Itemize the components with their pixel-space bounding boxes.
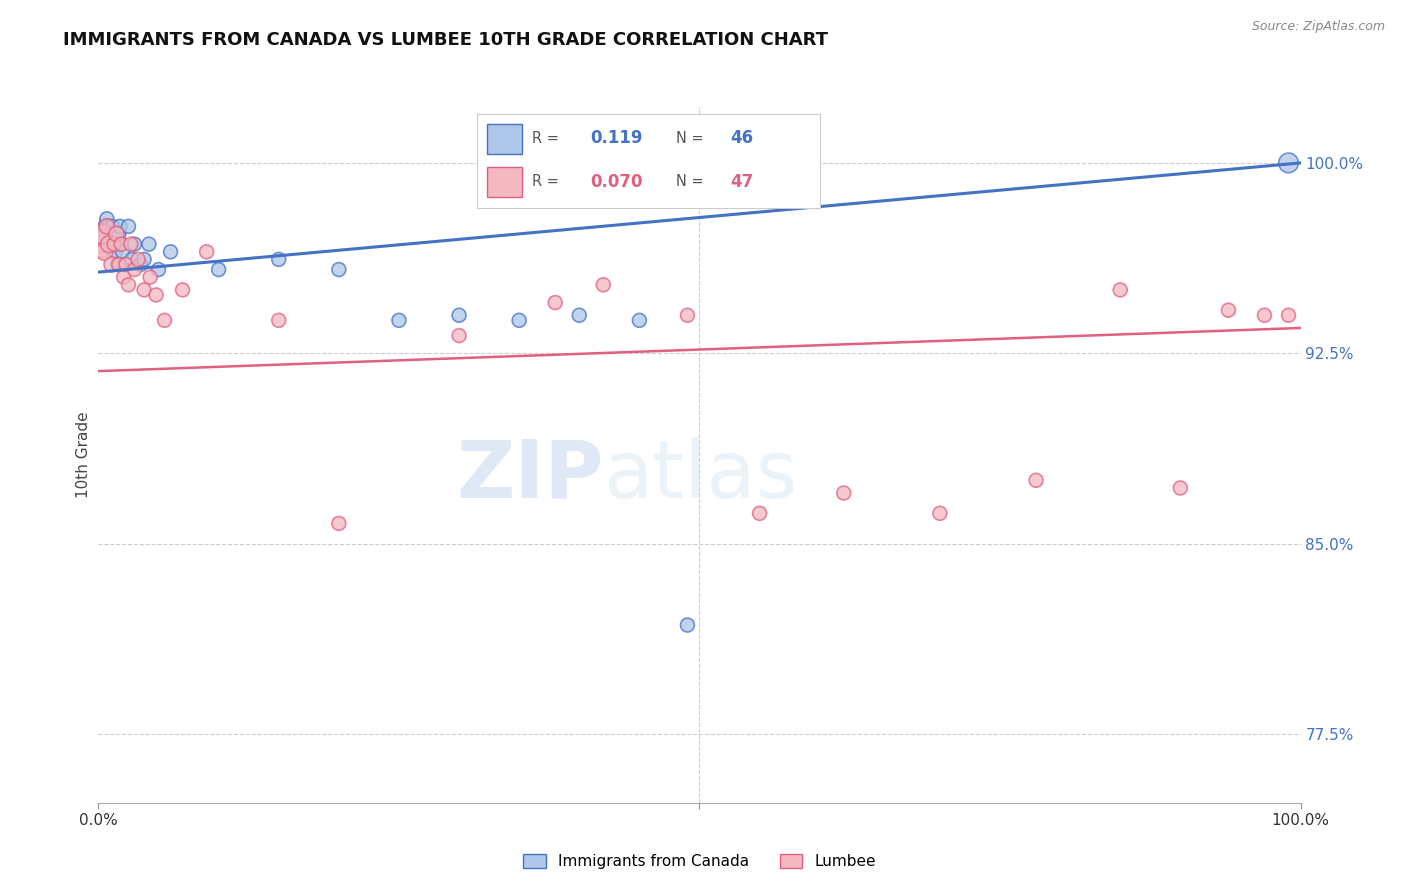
Point: [208, 262, 231, 277]
Legend: Immigrants from Canada, Lumbee: Immigrants from Canada, Lumbee: [516, 848, 883, 875]
Point: [132, 252, 155, 267]
Point: [91, 227, 114, 241]
Point: [100, 237, 122, 252]
Point: [124, 237, 146, 252]
Point: [89, 237, 111, 252]
Text: Source: ZipAtlas.com: Source: ZipAtlas.com: [1251, 20, 1385, 33]
Point: [103, 237, 125, 252]
Point: [1253, 308, 1275, 322]
Point: [568, 308, 591, 322]
Point: [447, 328, 470, 343]
Point: [447, 308, 470, 322]
Point: [1277, 308, 1299, 322]
Point: [98, 237, 121, 252]
Point: [748, 506, 770, 520]
Point: [121, 252, 143, 267]
Point: [110, 237, 132, 252]
Point: [110, 237, 132, 252]
Point: [117, 219, 139, 234]
Text: IMMIGRANTS FROM CANADA VS LUMBEE 10TH GRADE CORRELATION CHART: IMMIGRANTS FROM CANADA VS LUMBEE 10TH GR…: [63, 31, 828, 49]
Point: [544, 295, 567, 310]
Point: [1170, 481, 1192, 495]
Point: [90, 227, 112, 241]
Text: atlas: atlas: [603, 437, 797, 515]
Point: [105, 227, 128, 241]
Point: [153, 313, 176, 327]
Point: [676, 308, 699, 322]
Point: [195, 244, 218, 259]
Point: [111, 244, 134, 259]
Point: [132, 283, 155, 297]
Point: [101, 219, 124, 234]
Point: [96, 219, 118, 234]
Point: [129, 257, 152, 271]
Point: [114, 257, 136, 271]
Point: [328, 262, 350, 277]
Point: [328, 516, 350, 531]
Point: [139, 270, 162, 285]
Point: [93, 244, 115, 259]
Point: [628, 313, 651, 327]
Point: [100, 227, 122, 241]
Point: [127, 252, 149, 267]
Point: [112, 270, 135, 285]
Point: [138, 237, 160, 252]
Point: [107, 257, 129, 271]
Point: [98, 219, 121, 234]
Point: [159, 244, 181, 259]
Point: [115, 257, 138, 271]
Point: [592, 277, 614, 292]
Point: [1218, 303, 1240, 318]
Point: [267, 252, 290, 267]
Point: [103, 227, 125, 241]
Point: [1109, 283, 1132, 297]
Text: ZIP: ZIP: [456, 437, 603, 515]
Point: [108, 227, 131, 241]
Point: [508, 313, 530, 327]
Point: [97, 232, 120, 246]
Point: [145, 288, 167, 302]
Point: [105, 237, 128, 252]
Point: [108, 257, 131, 271]
Point: [96, 211, 118, 226]
Point: [91, 237, 114, 252]
Point: [1277, 156, 1299, 170]
Point: [120, 237, 142, 252]
Point: [104, 244, 127, 259]
Point: [108, 219, 131, 234]
Point: [100, 257, 122, 271]
Point: [928, 506, 950, 520]
Point: [267, 313, 290, 327]
Point: [1025, 473, 1047, 487]
Point: [124, 262, 146, 277]
Point: [832, 486, 855, 500]
Point: [94, 219, 117, 234]
Point: [388, 313, 411, 327]
Y-axis label: 10th Grade: 10th Grade: [76, 411, 91, 499]
Point: [676, 618, 699, 632]
Point: [148, 262, 170, 277]
Point: [117, 277, 139, 292]
Point: [172, 283, 194, 297]
